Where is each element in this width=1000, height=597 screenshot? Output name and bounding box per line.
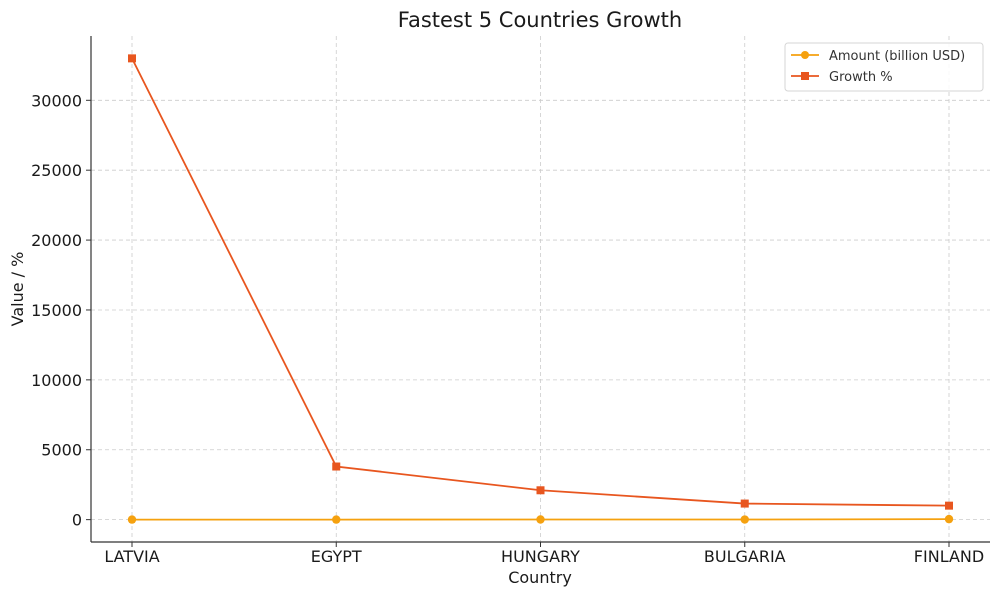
series [127,54,954,524]
y-tick-label: 5000 [41,441,82,460]
series-growth [128,54,953,510]
data-point-circle [536,515,545,524]
x-tick-label: LATVIA [104,547,159,566]
chart-title: Fastest 5 Countries Growth [398,8,682,32]
y-tick-label: 0 [72,511,82,530]
data-point-square [945,501,953,510]
data-point-square [536,486,545,495]
y-tick-label: 15000 [31,301,82,320]
x-tick-label: BULGARIA [704,547,786,566]
y-tick-label: 10000 [31,371,82,390]
legend-box [784,42,984,92]
data-point-square [332,462,341,471]
legend-label: Amount (billion USD) [829,49,965,64]
data-point-circle [944,514,954,524]
data-point-circle [740,515,749,524]
series-amount [127,514,954,524]
data-point-square [740,499,749,508]
x-tick-label: FINLAND [914,547,984,566]
legend-circle-marker [801,51,809,59]
legend-label: Growth % [829,70,893,85]
legend-square-marker [801,72,809,80]
data-point-circle [127,515,137,524]
legend-item[interactable]: Amount (billion USD) [791,49,965,64]
x-tick-label: EGYPT [311,547,362,566]
y-tick-label: 20000 [31,231,82,250]
y-tick-label: 25000 [31,161,82,180]
grid [91,36,990,542]
y-axis-label: Value / % [8,252,27,327]
y-tick-label: 30000 [31,91,82,110]
data-point-square [128,54,136,63]
x-axis-label: Country [508,568,572,587]
data-point-circle [332,515,341,524]
legend-item[interactable]: Growth % [791,70,893,85]
axes: LATVIA EGYPT HUNGARY BULGARIA FINLAND 0 5000 10… [31,36,990,566]
x-tick-label: HUNGARY [501,547,580,566]
legend[interactable]: Amount (billion USD) Growth % [784,42,984,92]
